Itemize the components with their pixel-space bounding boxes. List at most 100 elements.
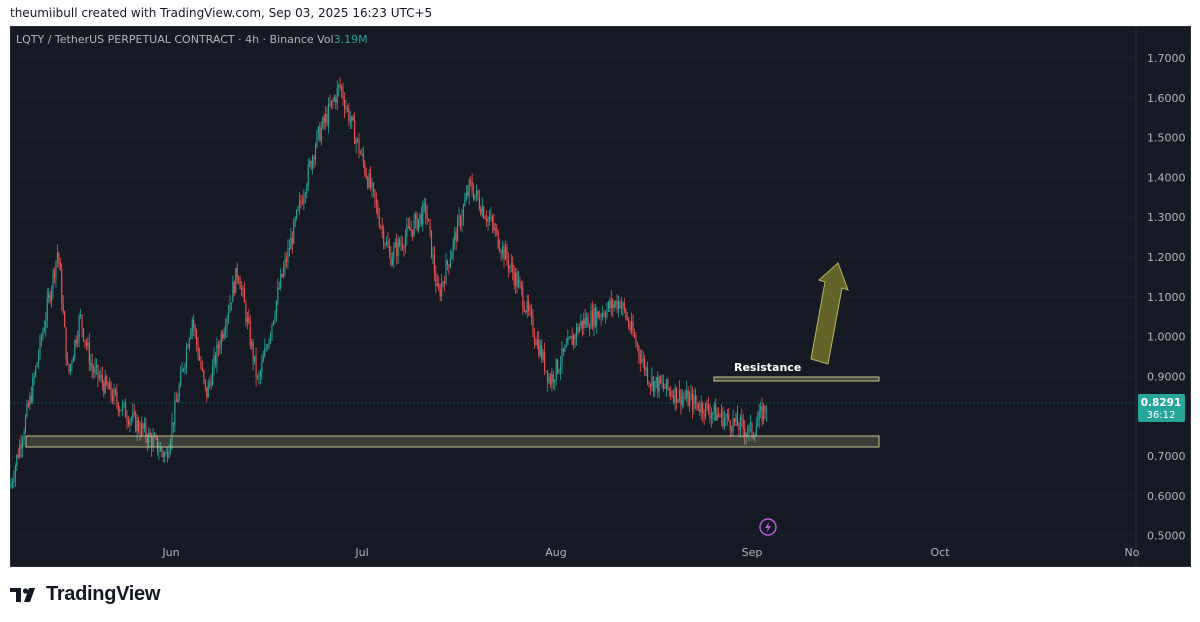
candle-body (249, 321, 251, 347)
candle-body (654, 381, 656, 392)
candle-body (35, 366, 37, 376)
candle-body (387, 241, 389, 247)
resistance-label[interactable]: Resistance (734, 361, 801, 374)
candle-body (78, 316, 80, 338)
candle-body (333, 97, 335, 101)
candle-body (38, 355, 40, 363)
tradingview-logo[interactable]: TradingView (10, 583, 160, 606)
candle-body (26, 403, 28, 417)
candle-body (223, 332, 225, 338)
candle-body (394, 242, 396, 248)
candle-body (117, 403, 119, 412)
up-arrow-icon[interactable] (810, 262, 849, 365)
candle-body (317, 126, 319, 132)
candle-body (64, 312, 66, 328)
candle-body (404, 237, 406, 249)
candle-body (484, 217, 486, 219)
candle-body (235, 267, 237, 294)
candle-body (58, 253, 60, 261)
time-tick-label: Jun (161, 546, 179, 559)
time-tick-label: No (1125, 546, 1140, 559)
candle-body (217, 344, 219, 349)
candle-body (426, 214, 428, 220)
candle-body (541, 345, 543, 360)
candle-body (139, 430, 141, 435)
symbol-legend[interactable]: LQTY / TetherUS PERPETUAL CONTRACT · 4h … (16, 33, 368, 46)
candle-body (307, 164, 309, 186)
candle-body (680, 389, 682, 406)
candle-body (432, 254, 434, 258)
candle-body (741, 417, 743, 420)
candle-body (645, 368, 647, 371)
candle-body (765, 411, 767, 413)
price-tick-label: 1.2000 (1147, 251, 1186, 264)
candle-body (380, 226, 382, 228)
time-axis[interactable]: Jun Jul Aug Sep Oct No (161, 546, 1139, 559)
candle-body (291, 237, 293, 244)
time-tick-label: Jul (354, 546, 368, 559)
candle-body (531, 311, 533, 316)
price-tick-label: 0.6000 (1147, 490, 1186, 503)
lightning-icon[interactable] (759, 518, 777, 536)
symbol-title[interactable]: LQTY / TetherUS PERPETUAL CONTRACT · 4h … (16, 33, 314, 46)
resistance-zone[interactable] (713, 376, 880, 382)
candle-body (248, 317, 250, 322)
candle-body (388, 246, 390, 253)
candle-body (261, 361, 263, 373)
candle-body (154, 436, 156, 438)
price-tick-label: 1.1000 (1147, 291, 1186, 304)
candle-body (393, 247, 395, 259)
candle-body (254, 355, 256, 362)
candle-body (410, 229, 412, 231)
candle-body (17, 454, 19, 457)
candle-body (700, 403, 702, 413)
candle-body (493, 223, 495, 230)
candle-body (641, 359, 643, 363)
candle-body (119, 410, 121, 412)
candle-body (474, 194, 476, 200)
candle-body (368, 173, 370, 188)
candle-body (136, 420, 138, 432)
candle-body (655, 377, 657, 382)
candle-body (230, 302, 232, 304)
support-zone[interactable] (25, 435, 880, 448)
candle-body (726, 413, 728, 417)
candle-body (129, 419, 131, 425)
candle-body (138, 420, 140, 431)
candle-body (39, 337, 41, 356)
candle-body (158, 451, 160, 453)
candle-body (571, 336, 573, 345)
candle-body (480, 208, 482, 215)
candle-body (552, 374, 554, 382)
candle-body (487, 217, 489, 222)
candle-body (522, 288, 524, 308)
candle-body (358, 138, 360, 154)
candle-body (703, 414, 705, 417)
candle-body (499, 247, 501, 252)
candle-body (162, 452, 164, 457)
candle-body (561, 348, 563, 366)
candle-body (532, 315, 534, 335)
candle-body (19, 444, 21, 457)
candle-body (565, 344, 567, 347)
candle-body (127, 421, 129, 425)
candle-body (732, 418, 734, 432)
candle-body (84, 340, 86, 342)
candle-body (728, 413, 730, 421)
candle-body (62, 303, 64, 313)
candle-body (622, 302, 624, 307)
candle-body (709, 412, 711, 419)
candle-body (407, 225, 409, 227)
candle-body (391, 258, 393, 266)
candle-body (757, 420, 759, 427)
candle-body (681, 397, 683, 406)
price-axis[interactable]: 1.7000 1.6000 1.5000 1.4000 1.3000 1.2000 1.10… (1147, 52, 1186, 543)
candle-body (441, 283, 443, 297)
price-chart[interactable]: Resistance 1.7000 1.6000 1.5000 1.4000 1.300… (10, 26, 1190, 566)
candle-body (219, 347, 221, 349)
candle-body (265, 347, 267, 349)
candle-body (660, 376, 662, 383)
candle-body (267, 347, 269, 349)
time-tick-label: Aug (545, 546, 566, 559)
candle-body (255, 355, 257, 377)
